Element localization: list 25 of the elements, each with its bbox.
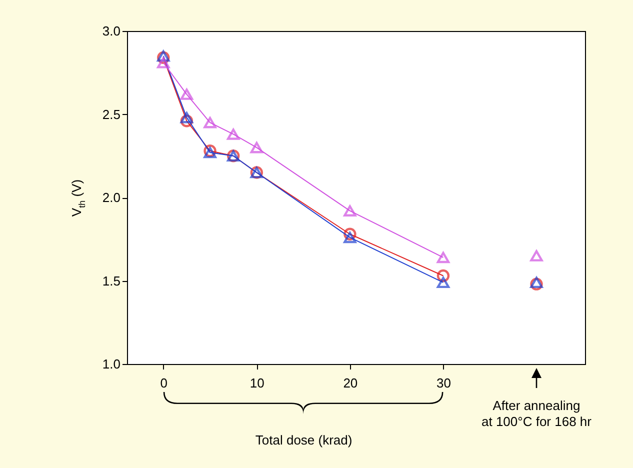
y-tick-label: 1.0 [102,356,120,372]
point [530,250,543,262]
point [180,112,194,124]
point [204,116,216,128]
x-tick-label: 10 [250,376,264,390]
point [226,128,240,140]
point [250,142,263,154]
point [344,228,356,240]
x-tick-label: 20 [343,376,358,390]
x-axis-title: Total dose (krad) [255,432,352,448]
point [180,114,194,128]
text: After annealing at 100°C for 168 hr [481,398,592,429]
point [180,88,194,100]
y-tick-label: 2.5 [102,106,120,122]
y-tick-label: 3.0 [102,24,120,38]
y-tick-label: 2.0 [102,190,120,205]
point [157,56,170,68]
point [344,232,356,244]
x-tick-label: 30 [436,376,451,390]
point [436,276,450,288]
y-tick-label: 1.5 [102,273,120,288]
point [436,252,450,264]
x-tick-label: 0 [160,376,168,390]
point [344,205,356,216]
point [436,269,450,282]
